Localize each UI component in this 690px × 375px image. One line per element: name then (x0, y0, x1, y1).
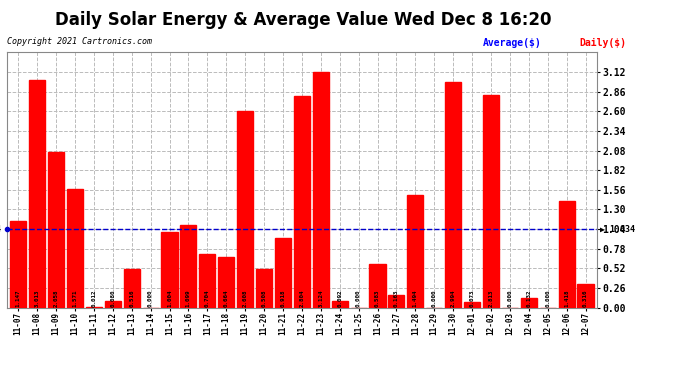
Bar (294, 96, 310, 308)
Text: 2.994: 2.994 (451, 290, 455, 307)
Text: 0.132: 0.132 (526, 290, 531, 307)
Text: 0.516: 0.516 (129, 290, 134, 307)
Text: Daily($): Daily($) (580, 38, 627, 48)
Bar (521, 297, 537, 307)
Text: 0.704: 0.704 (205, 290, 210, 307)
Text: 0.316: 0.316 (583, 290, 588, 307)
Bar (67, 189, 83, 308)
Bar (180, 225, 197, 308)
Bar (275, 238, 291, 308)
Text: 0.000: 0.000 (545, 290, 550, 307)
Text: 1.571: 1.571 (72, 290, 77, 307)
Text: 2.804: 2.804 (299, 290, 304, 307)
Bar (124, 268, 140, 308)
Text: 2.058: 2.058 (54, 290, 59, 307)
Text: ▶ 1.034: ▶ 1.034 (600, 225, 635, 234)
Bar (559, 201, 575, 308)
Bar (29, 80, 45, 308)
Bar (313, 72, 329, 308)
Bar (105, 302, 121, 307)
Bar (256, 269, 272, 308)
Text: Copyright 2021 Cartronics.com: Copyright 2021 Cartronics.com (7, 38, 152, 46)
Bar (407, 195, 424, 308)
Text: 0.000: 0.000 (148, 290, 153, 307)
Text: 0.000: 0.000 (507, 290, 513, 307)
Text: 1.099: 1.099 (186, 290, 191, 307)
Bar (369, 264, 386, 308)
Text: 0.092: 0.092 (337, 290, 342, 307)
Text: 0.664: 0.664 (224, 290, 229, 307)
Bar (388, 295, 404, 307)
Text: Average($): Average($) (483, 38, 542, 48)
Bar (10, 221, 26, 308)
Text: 0.000: 0.000 (356, 290, 361, 307)
Bar (578, 284, 593, 308)
Text: 0.583: 0.583 (375, 290, 380, 307)
Bar (445, 82, 461, 308)
Bar (332, 300, 348, 307)
Text: 0.073: 0.073 (470, 290, 475, 307)
Text: 0.918: 0.918 (280, 290, 286, 307)
Bar (218, 257, 235, 307)
Bar (86, 307, 102, 308)
Bar (161, 232, 177, 308)
Text: 2.813: 2.813 (489, 290, 493, 307)
Text: 2.608: 2.608 (243, 290, 248, 307)
Text: Daily Solar Energy & Average Value Wed Dec 8 16:20: Daily Solar Energy & Average Value Wed D… (55, 11, 552, 29)
Text: 0.508: 0.508 (262, 290, 266, 307)
Text: 0.012: 0.012 (91, 290, 97, 307)
Text: 0.000: 0.000 (432, 290, 437, 307)
Bar (199, 254, 215, 308)
Text: 3.013: 3.013 (34, 290, 39, 307)
Bar (483, 95, 499, 308)
Text: ▶ 1.034: ▶ 1.034 (0, 225, 1, 234)
Text: 3.124: 3.124 (318, 290, 324, 307)
Text: 0.163: 0.163 (394, 290, 399, 307)
Text: 1.004: 1.004 (167, 290, 172, 307)
Bar (48, 152, 64, 308)
Text: 1.418: 1.418 (564, 290, 569, 307)
Bar (237, 111, 253, 308)
Text: 0.080: 0.080 (110, 290, 115, 307)
Text: 1.147: 1.147 (16, 290, 21, 307)
Text: 1.494: 1.494 (413, 290, 418, 307)
Bar (464, 302, 480, 307)
